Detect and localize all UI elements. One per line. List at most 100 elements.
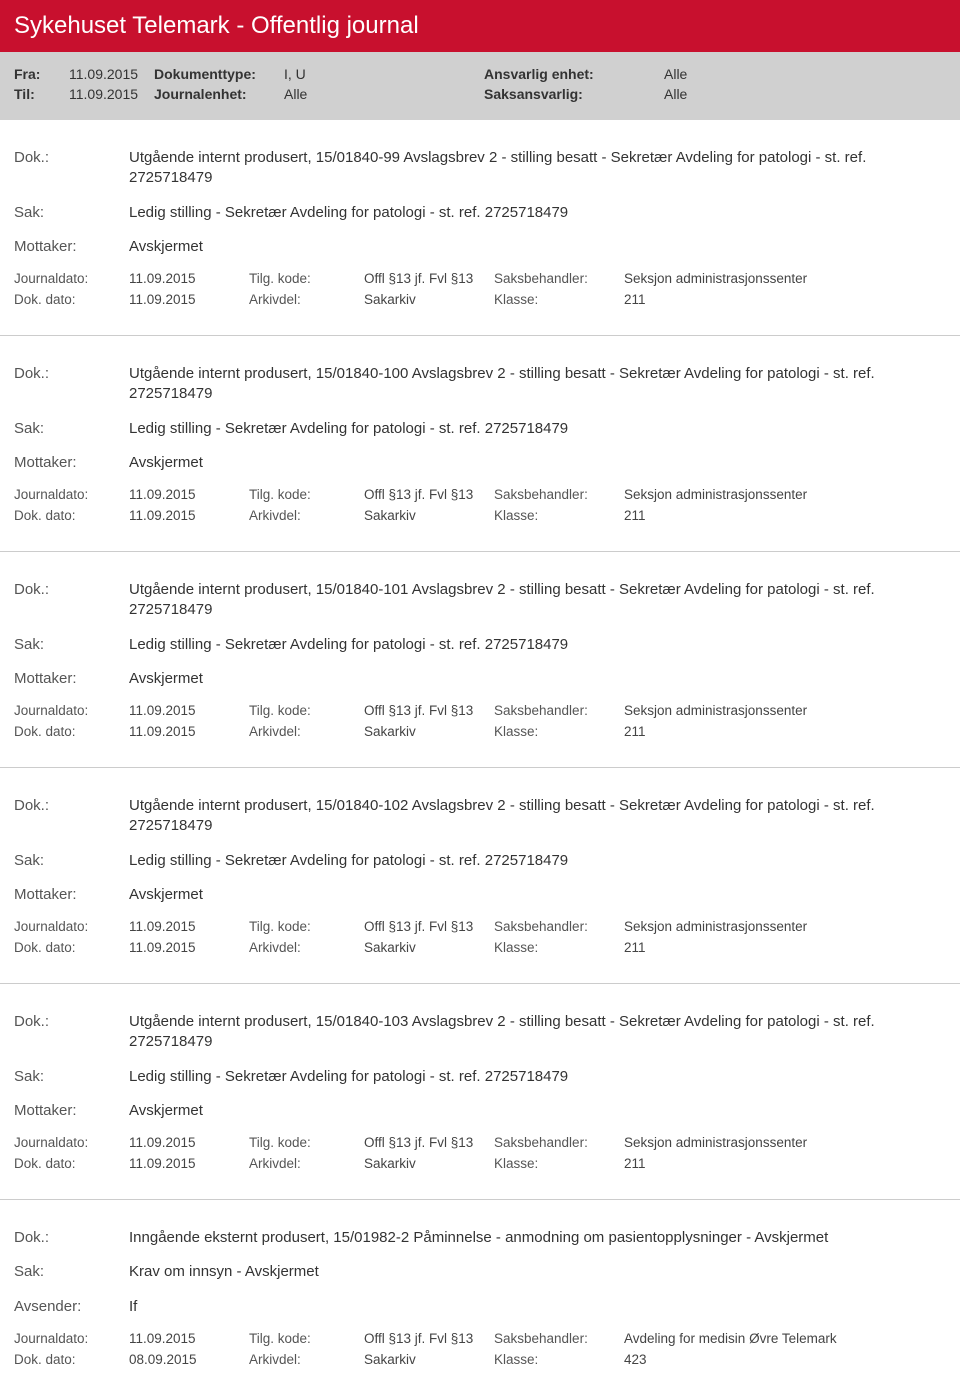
klasse-value: 211 bbox=[624, 724, 946, 739]
saksansvarlig-value: Alle bbox=[664, 86, 687, 102]
arkivdel-value: Sakarkiv bbox=[364, 940, 494, 955]
journaldato-value: 11.09.2015 bbox=[129, 919, 249, 934]
sak-label: Sak: bbox=[14, 1067, 129, 1087]
dokdato-label: Dok. dato: bbox=[14, 940, 129, 955]
journalenhet-value: Alle bbox=[284, 86, 484, 102]
sak-value: Ledig stilling - Sekretær Avdeling for p… bbox=[129, 851, 946, 871]
saksbehandler-value: Avdeling for medisin Øvre Telemark bbox=[624, 1331, 946, 1346]
journalenhet-label: Journalenhet: bbox=[154, 86, 284, 102]
party-value: Avskjermet bbox=[129, 669, 946, 689]
dokdato-value: 11.09.2015 bbox=[129, 724, 249, 739]
saksbehandler-label: Saksbehandler: bbox=[494, 271, 624, 286]
dok-label: Dok.: bbox=[14, 1012, 129, 1053]
party-label: Mottaker: bbox=[14, 453, 129, 473]
dokdato-label: Dok. dato: bbox=[14, 1352, 129, 1367]
ansvarlig-value: Alle bbox=[664, 66, 687, 82]
saksbehandler-label: Saksbehandler: bbox=[494, 1331, 624, 1346]
sak-value: Ledig stilling - Sekretær Avdeling for p… bbox=[129, 1067, 946, 1087]
sak-value: Ledig stilling - Sekretær Avdeling for p… bbox=[129, 419, 946, 439]
klasse-value: 211 bbox=[624, 292, 946, 307]
saksbehandler-value: Seksjon administrasjonssenter bbox=[624, 1135, 946, 1150]
til-value: 11.09.2015 bbox=[69, 86, 154, 102]
arkivdel-value: Sakarkiv bbox=[364, 292, 494, 307]
dokdato-value: 11.09.2015 bbox=[129, 508, 249, 523]
dok-value: Utgående internt produsert, 15/01840-100… bbox=[129, 364, 946, 405]
dokdato-label: Dok. dato: bbox=[14, 292, 129, 307]
dokdato-label: Dok. dato: bbox=[14, 724, 129, 739]
dok-value: Utgående internt produsert, 15/01840-102… bbox=[129, 796, 946, 837]
klasse-label: Klasse: bbox=[494, 292, 624, 307]
arkivdel-value: Sakarkiv bbox=[364, 508, 494, 523]
tilgkode-value: Offl §13 jf. Fvl §13 bbox=[364, 919, 494, 934]
dokdato-label: Dok. dato: bbox=[14, 508, 129, 523]
sak-value: Ledig stilling - Sekretær Avdeling for p… bbox=[129, 635, 946, 655]
til-label: Til: bbox=[14, 86, 69, 102]
klasse-value: 211 bbox=[624, 1156, 946, 1171]
saksbehandler-value: Seksjon administrasjonssenter bbox=[624, 703, 946, 718]
dokdato-value: 08.09.2015 bbox=[129, 1352, 249, 1367]
party-value: Avskjermet bbox=[129, 885, 946, 905]
tilgkode-value: Offl §13 jf. Fvl §13 bbox=[364, 487, 494, 502]
klasse-label: Klasse: bbox=[494, 1156, 624, 1171]
doktype-value: I, U bbox=[284, 66, 484, 82]
arkivdel-label: Arkivdel: bbox=[249, 508, 364, 523]
sak-label: Sak: bbox=[14, 851, 129, 871]
journal-entry: Dok.: Utgående internt produsert, 15/018… bbox=[0, 768, 960, 984]
doktype-label: Dokumenttype: bbox=[154, 66, 284, 82]
sak-value: Krav om innsyn - Avskjermet bbox=[129, 1262, 946, 1282]
journaldato-label: Journaldato: bbox=[14, 919, 129, 934]
dok-label: Dok.: bbox=[14, 580, 129, 621]
saksbehandler-value: Seksjon administrasjonssenter bbox=[624, 919, 946, 934]
sak-label: Sak: bbox=[14, 419, 129, 439]
tilgkode-value: Offl §13 jf. Fvl §13 bbox=[364, 703, 494, 718]
dokdato-value: 11.09.2015 bbox=[129, 940, 249, 955]
saksbehandler-label: Saksbehandler: bbox=[494, 487, 624, 502]
klasse-value: 423 bbox=[624, 1352, 946, 1367]
party-label: Mottaker: bbox=[14, 885, 129, 905]
saksbehandler-label: Saksbehandler: bbox=[494, 1135, 624, 1150]
ansvarlig-label: Ansvarlig enhet: bbox=[484, 66, 664, 82]
journaldato-label: Journaldato: bbox=[14, 1135, 129, 1150]
saksbehandler-value: Seksjon administrasjonssenter bbox=[624, 271, 946, 286]
party-label: Mottaker: bbox=[14, 237, 129, 257]
arkivdel-value: Sakarkiv bbox=[364, 724, 494, 739]
dokdato-label: Dok. dato: bbox=[14, 1156, 129, 1171]
journaldato-value: 11.09.2015 bbox=[129, 487, 249, 502]
dok-value: Utgående internt produsert, 15/01840-99 … bbox=[129, 148, 946, 189]
filter-bar: Fra: 11.09.2015 Dokumenttype: I, U Ansva… bbox=[0, 52, 960, 120]
klasse-value: 211 bbox=[624, 940, 946, 955]
journaldato-label: Journaldato: bbox=[14, 1331, 129, 1346]
party-value: If bbox=[129, 1297, 946, 1317]
tilgkode-value: Offl §13 jf. Fvl §13 bbox=[364, 1135, 494, 1150]
dokdato-value: 11.09.2015 bbox=[129, 292, 249, 307]
party-label: Mottaker: bbox=[14, 669, 129, 689]
journaldato-value: 11.09.2015 bbox=[129, 1135, 249, 1150]
journaldato-label: Journaldato: bbox=[14, 487, 129, 502]
tilgkode-label: Tilg. kode: bbox=[249, 1331, 364, 1346]
journal-entry: Dok.: Utgående internt produsert, 15/018… bbox=[0, 552, 960, 768]
tilgkode-label: Tilg. kode: bbox=[249, 1135, 364, 1150]
journaldato-value: 11.09.2015 bbox=[129, 1331, 249, 1346]
arkivdel-label: Arkivdel: bbox=[249, 724, 364, 739]
arkivdel-label: Arkivdel: bbox=[249, 1156, 364, 1171]
arkivdel-value: Sakarkiv bbox=[364, 1352, 494, 1367]
party-value: Avskjermet bbox=[129, 453, 946, 473]
saksansvarlig-label: Saksansvarlig: bbox=[484, 86, 664, 102]
saksbehandler-value: Seksjon administrasjonssenter bbox=[624, 487, 946, 502]
journaldato-label: Journaldato: bbox=[14, 703, 129, 718]
arkivdel-label: Arkivdel: bbox=[249, 1352, 364, 1367]
arkivdel-label: Arkivdel: bbox=[249, 292, 364, 307]
sak-label: Sak: bbox=[14, 203, 129, 223]
journal-entry: Dok.: Utgående internt produsert, 15/018… bbox=[0, 984, 960, 1200]
tilgkode-label: Tilg. kode: bbox=[249, 703, 364, 718]
klasse-label: Klasse: bbox=[494, 940, 624, 955]
dok-value: Inngående eksternt produsert, 15/01982-2… bbox=[129, 1228, 946, 1248]
journaldato-label: Journaldato: bbox=[14, 271, 129, 286]
journal-entry: Dok.: Utgående internt produsert, 15/018… bbox=[0, 336, 960, 552]
journal-entry: Dok.: Inngående eksternt produsert, 15/0… bbox=[0, 1200, 960, 1395]
dokdato-value: 11.09.2015 bbox=[129, 1156, 249, 1171]
tilgkode-value: Offl §13 jf. Fvl §13 bbox=[364, 1331, 494, 1346]
journal-entry: Dok.: Utgående internt produsert, 15/018… bbox=[0, 120, 960, 336]
fra-label: Fra: bbox=[14, 66, 69, 82]
dok-label: Dok.: bbox=[14, 1228, 129, 1248]
